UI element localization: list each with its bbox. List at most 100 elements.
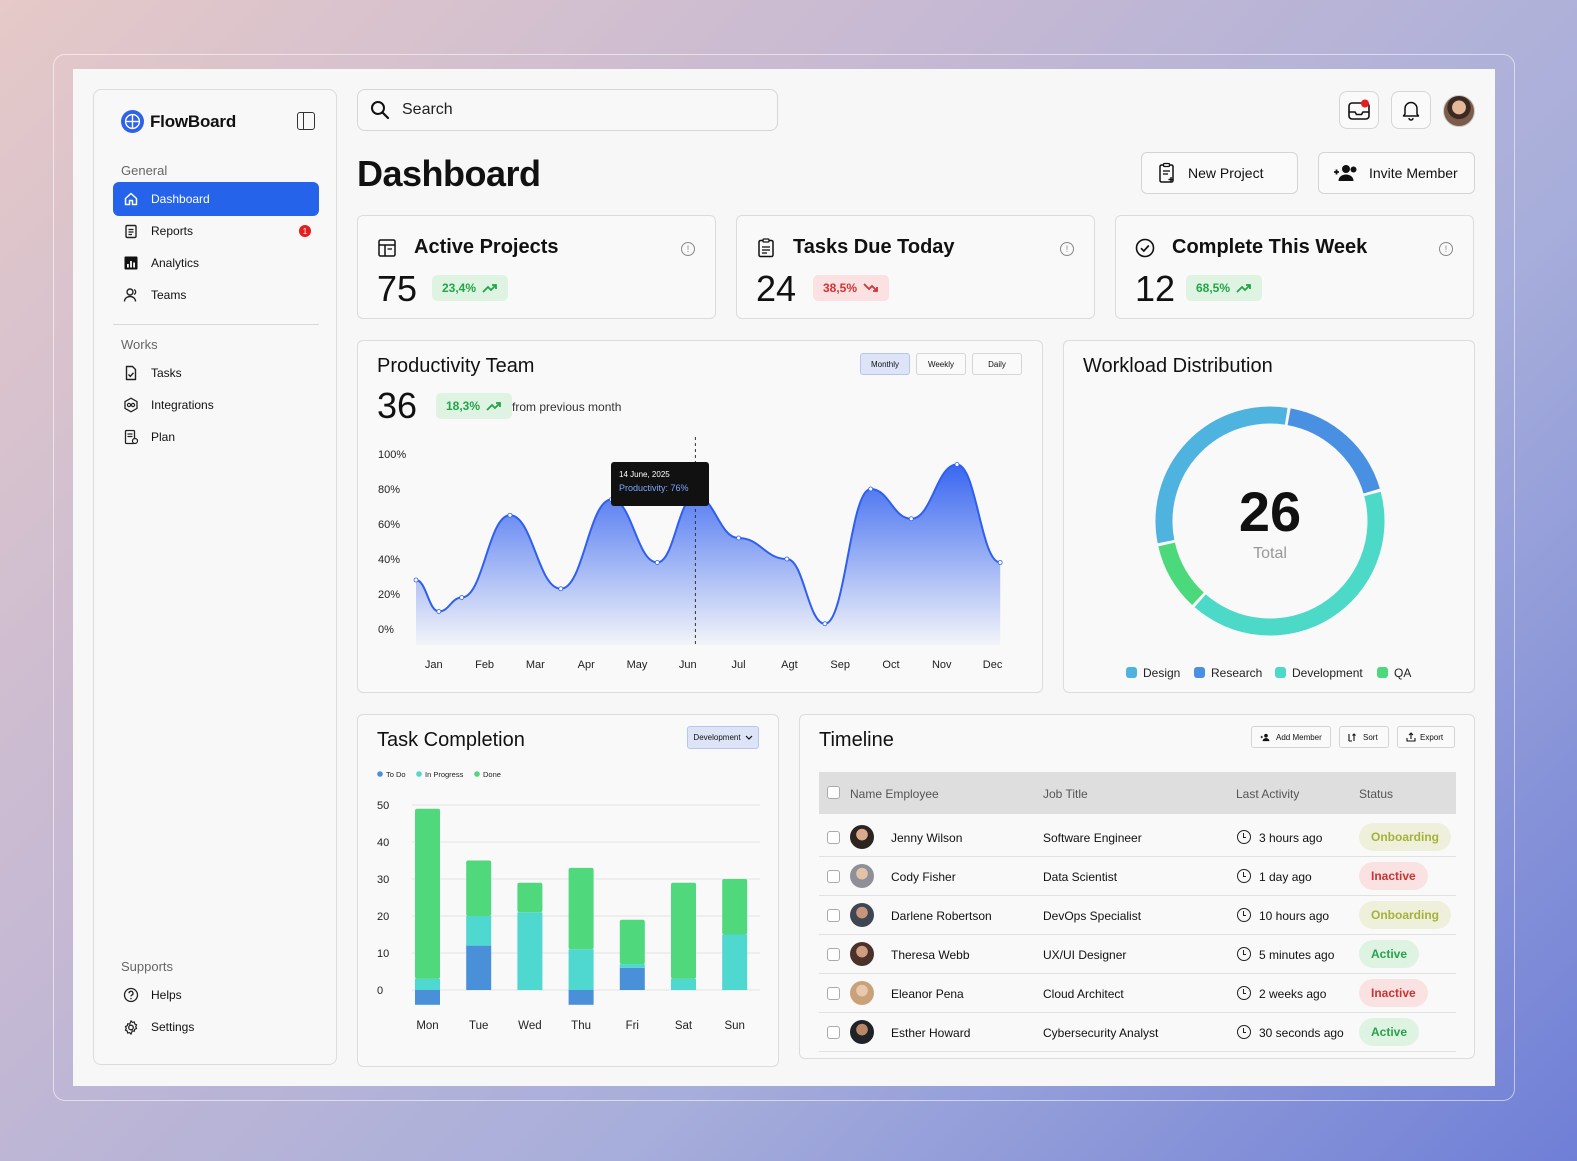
- info-icon[interactable]: !: [1439, 242, 1453, 256]
- sidebar-item-reports[interactable]: Reports 1: [113, 214, 319, 248]
- clock-icon: [1237, 830, 1251, 844]
- data-point: [784, 556, 790, 562]
- department-select[interactable]: Development: [687, 726, 759, 749]
- employee-name: Theresa Webb: [891, 948, 970, 962]
- legend-label: To Do: [386, 770, 406, 779]
- add-member-button[interactable]: Add Member: [1251, 726, 1331, 748]
- invite-member-label: Invite Member: [1369, 165, 1458, 181]
- x-tick-label: Sun: [724, 1020, 744, 1032]
- bar-segment-done: [722, 879, 748, 935]
- employee-avatar: [850, 981, 874, 1005]
- select-all-checkbox[interactable]: [827, 786, 840, 799]
- add-member-label: Add Member: [1276, 732, 1322, 742]
- window-frame: [53, 54, 1515, 1101]
- invite-member-button[interactable]: Invite Member: [1318, 152, 1475, 194]
- info-icon[interactable]: !: [681, 242, 695, 256]
- row-checkbox[interactable]: [827, 987, 840, 1000]
- table-row[interactable]: Darlene Robertson DevOps Specialist 10 hou…: [819, 896, 1456, 935]
- x-tick-label: Jul: [732, 659, 746, 671]
- stat-card-complete-week: Complete This Week ! 12 68,5%: [1115, 215, 1474, 319]
- sidebar-item-label: Settings: [151, 1020, 195, 1034]
- row-checkbox[interactable]: [827, 948, 840, 961]
- sort-label: Sort: [1363, 732, 1378, 742]
- sidebar-item-tasks[interactable]: Tasks: [113, 356, 319, 390]
- status-badge: Onboarding: [1359, 823, 1451, 851]
- x-tick-label: Thu: [571, 1020, 591, 1032]
- department-select-value: Development: [693, 733, 741, 742]
- bar-segment-done: [671, 882, 696, 979]
- sort-button[interactable]: Sort: [1339, 726, 1389, 748]
- row-checkbox[interactable]: [827, 1026, 840, 1039]
- legend-dot: [474, 771, 480, 777]
- tab-weekly[interactable]: Weekly: [916, 353, 966, 375]
- brand[interactable]: FlowBoard: [121, 110, 236, 133]
- data-point: [736, 535, 741, 541]
- page-title: Dashboard: [357, 153, 541, 194]
- clock-icon: [1237, 869, 1251, 883]
- stat-title: Tasks Due Today: [793, 236, 955, 258]
- integrations-icon: [123, 397, 139, 413]
- stat-title: Active Projects: [414, 236, 559, 258]
- home-icon: [123, 191, 139, 207]
- data-point: [654, 560, 660, 565]
- sidebar-item-analytics[interactable]: Analytics: [113, 246, 319, 280]
- last-activity: 1 day ago: [1259, 870, 1312, 884]
- row-checkbox[interactable]: [827, 831, 840, 844]
- sidebar-item-teams[interactable]: Teams: [113, 278, 319, 312]
- sidebar-item-label: Integrations: [151, 398, 214, 412]
- x-tick-label: Nov: [932, 659, 952, 671]
- productivity-panel: Productivity Team Monthly Weekly Daily 3…: [357, 340, 1043, 693]
- user-avatar[interactable]: [1443, 95, 1475, 127]
- export-button[interactable]: Export: [1397, 726, 1455, 748]
- legend-label: Research: [1211, 666, 1262, 680]
- new-project-button[interactable]: New Project: [1141, 152, 1298, 194]
- sidebar-item-settings[interactable]: Settings: [113, 1010, 319, 1044]
- timeline-panel: Timeline Add Member Sort Export Name Emp…: [799, 714, 1475, 1059]
- notifications-button[interactable]: [1391, 91, 1431, 129]
- table-row[interactable]: Eleanor Pena Cloud Architect 2 weeks ago In…: [819, 974, 1456, 1013]
- tab-monthly[interactable]: Monthly: [860, 353, 910, 375]
- search-input[interactable]: Search: [357, 89, 778, 131]
- inbox-button[interactable]: [1339, 91, 1379, 129]
- sidebar-item-label: Plan: [151, 430, 176, 444]
- productivity-value: 36: [377, 385, 418, 426]
- status-badge: Inactive: [1359, 862, 1428, 890]
- legend-label: Design: [1143, 666, 1180, 680]
- y-tick-label: 40%: [378, 554, 400, 566]
- row-checkbox[interactable]: [827, 870, 840, 883]
- sidebar-item-dashboard[interactable]: Dashboard: [113, 182, 319, 216]
- employee-name: Darlene Robertson: [891, 909, 992, 923]
- x-tick-label: Oct: [882, 659, 899, 671]
- status-badge: Inactive: [1359, 979, 1428, 1007]
- job-title: Cloud Architect: [1043, 987, 1124, 1001]
- bar-segment-to-do: [568, 990, 594, 1005]
- tab-daily[interactable]: Daily: [972, 353, 1022, 375]
- table-header: Name Employee Job Title Last Activity St…: [819, 772, 1456, 814]
- table-row[interactable]: Jenny Wilson Software Engineer 3 hours ago…: [819, 818, 1456, 857]
- table-row[interactable]: Cody Fisher Data Scientist 1 day ago Inacti…: [819, 857, 1456, 896]
- trend-up-icon: [486, 402, 501, 411]
- y-tick-label: 40: [377, 837, 389, 849]
- row-checkbox[interactable]: [827, 909, 840, 922]
- y-tick-label: 20%: [378, 589, 400, 601]
- sidebar-item-plan[interactable]: Plan: [113, 420, 319, 454]
- app-window: FlowBoard General Dashboard Reports 1 An…: [73, 69, 1495, 1086]
- table-row[interactable]: Theresa Webb UX/UI Designer 5 minutes ago A…: [819, 935, 1456, 974]
- info-icon[interactable]: !: [1060, 242, 1074, 256]
- employee-avatar: [850, 942, 874, 966]
- new-project-icon: [1159, 162, 1174, 183]
- sidebar-item-integrations[interactable]: Integrations: [113, 388, 319, 422]
- sidebar-item-helps[interactable]: Helps: [113, 978, 319, 1012]
- table-row[interactable]: Esther Howard Cybersecurity Analyst 30 sec…: [819, 1013, 1456, 1052]
- trend-up-icon: [482, 284, 497, 293]
- legend-swatch: [1126, 667, 1137, 678]
- bar-segment-in-progress: [415, 978, 440, 990]
- bar-chart-icon: [123, 255, 139, 271]
- legend-label: In Progress: [425, 770, 464, 779]
- bar-segment-in-progress: [466, 916, 492, 946]
- sidebar-toggle-icon[interactable]: [297, 112, 315, 130]
- bar-segment-in-progress: [722, 934, 748, 990]
- trend-value: 23,4%: [442, 281, 477, 295]
- stat-value: 24: [756, 268, 797, 309]
- y-tick-label: 50: [377, 800, 389, 812]
